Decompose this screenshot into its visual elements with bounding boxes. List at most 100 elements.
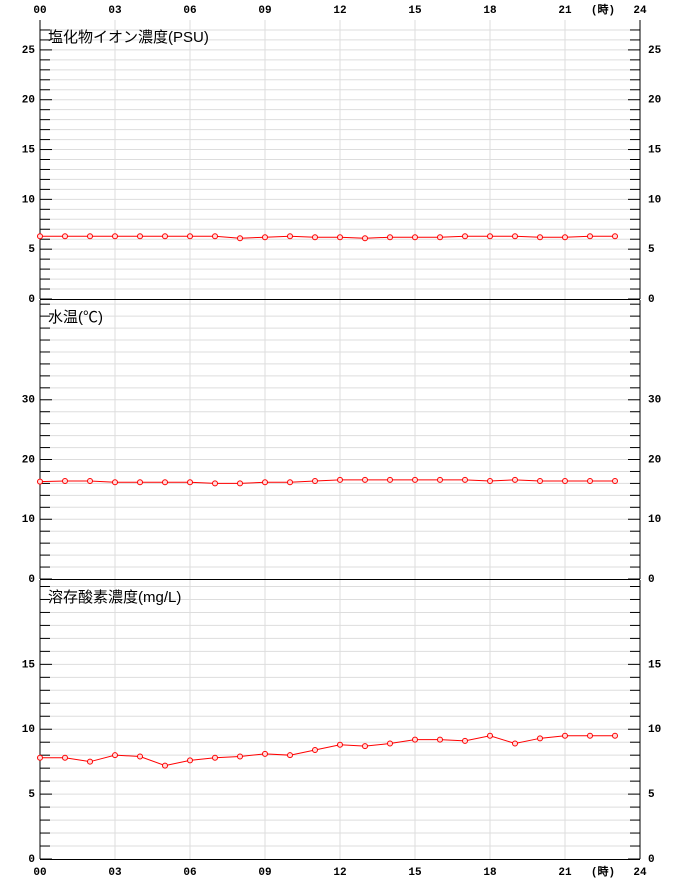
x-tick-label: 15 <box>408 5 422 17</box>
x-tick-label: 18 <box>483 867 497 879</box>
data-point <box>162 479 168 486</box>
y-tick-label: 15 <box>22 144 36 156</box>
data-point <box>162 233 168 240</box>
y-tick-label: 0 <box>648 574 655 586</box>
data-point <box>112 233 118 240</box>
data-point <box>362 743 368 750</box>
data-point <box>237 753 243 760</box>
y-tick-label: 20 <box>648 95 661 107</box>
data-point <box>512 476 518 483</box>
data-point <box>287 752 293 759</box>
data-point <box>587 233 593 240</box>
y-tick-label: 15 <box>648 659 662 671</box>
data-point <box>612 233 618 240</box>
data-point <box>562 478 568 485</box>
data-point <box>137 753 143 760</box>
data-point <box>62 478 68 485</box>
data-point <box>137 479 143 486</box>
x-tick-label: 21 <box>558 5 572 17</box>
data-point <box>537 234 543 241</box>
x-tick-label: 18 <box>483 5 497 17</box>
y-tick-label: 25 <box>22 45 36 57</box>
data-point <box>212 233 218 240</box>
data-point <box>437 234 443 241</box>
data-point <box>487 233 493 240</box>
data-point <box>462 476 468 483</box>
y-tick-label: 0 <box>648 854 655 866</box>
y-tick-label: 0 <box>648 294 655 306</box>
data-line <box>39 479 615 484</box>
data-point <box>187 233 193 240</box>
x-tick-label: 09 <box>258 867 271 879</box>
y-tick-label: 5 <box>28 244 35 256</box>
data-point <box>362 235 368 242</box>
data-point <box>162 762 168 769</box>
data-point <box>212 754 218 761</box>
x-tick-label: 21 <box>558 867 572 879</box>
x-tick-label: 24 <box>633 5 647 17</box>
data-point <box>337 476 343 483</box>
data-point <box>262 234 268 241</box>
y-tick-label: 5 <box>648 789 655 801</box>
y-tick-label: 15 <box>648 144 662 156</box>
data-point <box>262 750 268 757</box>
data-point <box>112 752 118 759</box>
x-tick-label: 00 <box>33 867 46 879</box>
data-point <box>512 740 518 747</box>
y-tick-label: 5 <box>28 789 35 801</box>
y-tick-label: 10 <box>648 514 661 526</box>
data-point <box>112 479 118 486</box>
data-point <box>87 233 93 240</box>
data-point <box>587 732 593 739</box>
data-point <box>487 478 493 485</box>
data-point <box>287 479 293 486</box>
data-point <box>562 234 568 241</box>
y-tick-label: 10 <box>648 194 661 206</box>
data-point <box>462 233 468 240</box>
data-point <box>462 737 468 744</box>
data-point <box>612 478 618 485</box>
data-point <box>362 476 368 483</box>
data-point <box>412 476 418 483</box>
data-point <box>387 234 393 241</box>
x-tick-label: 12 <box>333 867 346 879</box>
panel-title: 水温(℃) <box>48 309 103 326</box>
data-point <box>62 754 68 761</box>
y-tick-label: 10 <box>22 514 35 526</box>
x-tick-label: 24 <box>633 867 647 879</box>
x-tick-label: 06 <box>183 5 196 17</box>
data-point <box>62 233 68 240</box>
x-axis-label: (時) <box>591 2 615 17</box>
data-point <box>37 478 43 485</box>
data-point <box>37 754 43 761</box>
data-point <box>312 746 318 753</box>
y-tick-label: 5 <box>648 244 655 256</box>
y-tick-label: 20 <box>22 95 35 107</box>
data-point <box>87 758 93 765</box>
data-point <box>312 234 318 241</box>
x-tick-label: 15 <box>408 867 422 879</box>
data-point <box>537 478 543 485</box>
y-tick-label: 30 <box>648 395 661 407</box>
data-point <box>137 233 143 240</box>
y-tick-label: 0 <box>28 574 35 586</box>
data-point <box>412 234 418 241</box>
data-point <box>337 234 343 241</box>
data-point <box>37 233 43 240</box>
y-tick-label: 25 <box>648 45 662 57</box>
data-point <box>187 479 193 486</box>
data-point <box>87 478 93 485</box>
y-tick-label: 30 <box>22 395 35 407</box>
data-point <box>512 233 518 240</box>
data-point <box>287 233 293 240</box>
data-point <box>587 478 593 485</box>
y-tick-label: 0 <box>28 294 35 306</box>
y-tick-label: 20 <box>648 454 661 466</box>
panel-title: 塩化物イオン濃度(PSU) <box>48 29 209 46</box>
x-axis-label: (時) <box>591 864 615 879</box>
data-point <box>237 480 243 487</box>
y-tick-label: 10 <box>648 724 661 736</box>
data-point <box>237 235 243 242</box>
data-point <box>562 732 568 739</box>
